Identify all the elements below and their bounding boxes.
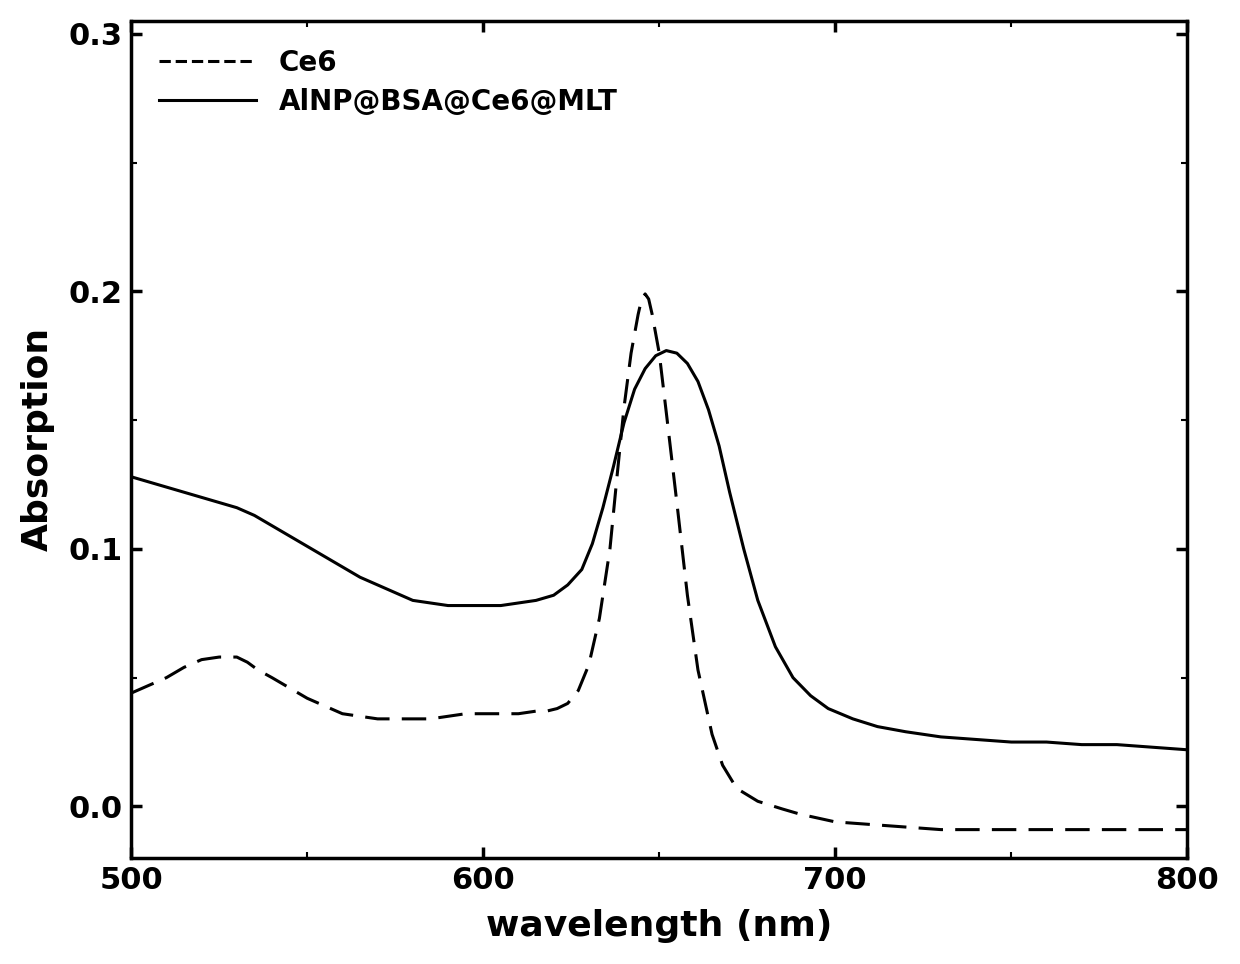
AlNP@BSA@Ce6@MLT (352, 572, 367, 583)
AlNP@BSA@Ce6@MLT (712, 441, 727, 452)
AlNP@BSA@Ce6@MLT (124, 471, 139, 483)
Legend: Ce6, AlNP@BSA@Ce6@MLT: Ce6, AlNP@BSA@Ce6@MLT (145, 35, 631, 130)
AlNP@BSA@Ce6@MLT (1110, 738, 1125, 750)
AlNP@BSA@Ce6@MLT (768, 641, 782, 653)
Y-axis label: Absorption: Absorption (21, 328, 55, 551)
Ce6 (934, 824, 949, 836)
Ce6 (388, 713, 403, 725)
Ce6 (212, 652, 227, 663)
AlNP@BSA@Ce6@MLT (371, 579, 386, 591)
AlNP@BSA@Ce6@MLT (658, 345, 673, 357)
Ce6 (637, 288, 652, 300)
AlNP@BSA@Ce6@MLT (898, 726, 913, 737)
Line: Ce6: Ce6 (131, 294, 1187, 830)
Ce6 (591, 613, 606, 625)
X-axis label: wavelength (nm): wavelength (nm) (486, 909, 832, 943)
AlNP@BSA@Ce6@MLT (1179, 744, 1194, 756)
Ce6 (1179, 824, 1194, 836)
Ce6 (124, 687, 139, 699)
Ce6 (968, 824, 983, 836)
Ce6 (317, 700, 332, 711)
Ce6 (641, 293, 656, 305)
Line: AlNP@BSA@Ce6@MLT: AlNP@BSA@Ce6@MLT (131, 351, 1187, 750)
